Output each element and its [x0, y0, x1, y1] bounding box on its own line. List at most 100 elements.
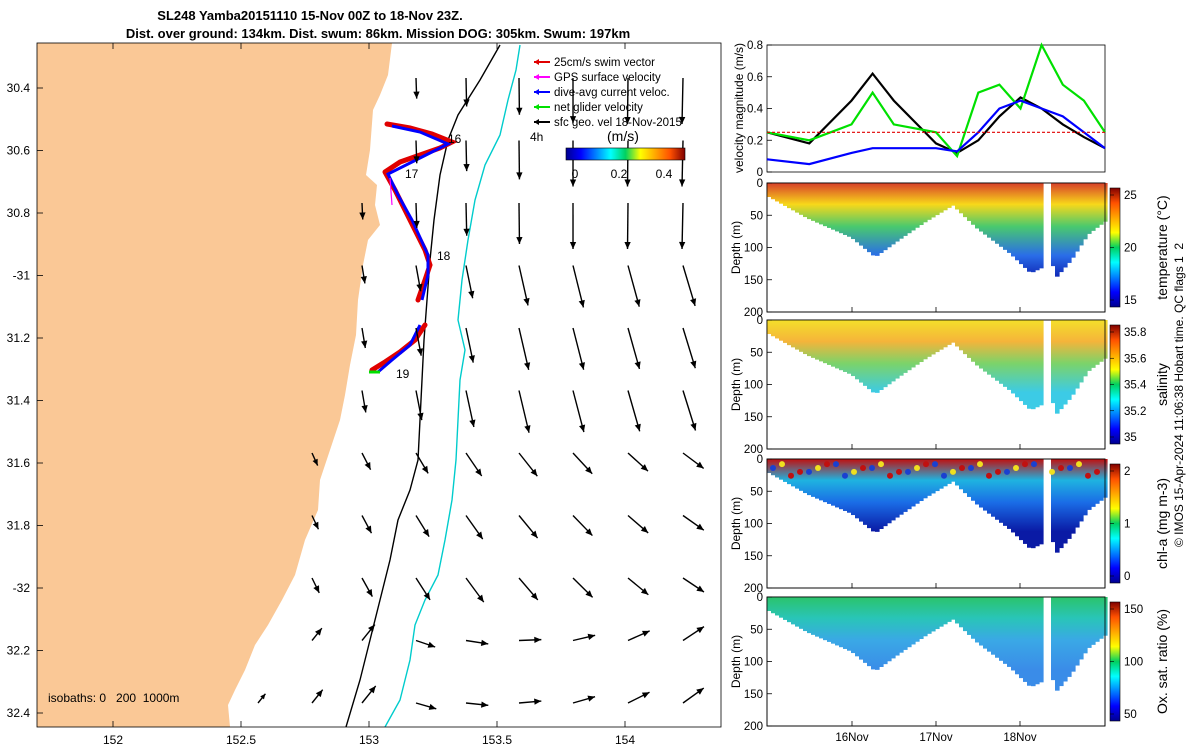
section-strip [855, 183, 860, 243]
geo-vector [361, 452, 372, 470]
geo-vector [572, 695, 596, 704]
section-strip [831, 183, 836, 230]
chl-sample [1058, 465, 1064, 472]
geo-vector [465, 515, 484, 540]
geo-vector [463, 202, 470, 236]
map-colorbar-title: (m/s) [607, 128, 639, 144]
depth-tick: 50 [750, 210, 763, 222]
depth-tick: 0 [757, 454, 763, 466]
velocity-ytick: 0 [757, 167, 763, 179]
section-strip [799, 597, 804, 629]
section-strip [835, 183, 840, 232]
geo-vector [415, 515, 430, 538]
geo-vector [682, 327, 697, 369]
section-strip [855, 320, 860, 380]
section-strip [1099, 320, 1104, 362]
velocity-lines [766, 42, 1106, 166]
velocity-series-line [766, 99, 1106, 166]
section-strip [1059, 320, 1064, 410]
section-strip [1063, 597, 1068, 682]
section-strip [995, 459, 1000, 520]
section-strip [843, 459, 848, 511]
section-strip [911, 597, 916, 645]
section-strip [975, 183, 980, 229]
depth-tick: 200 [744, 721, 763, 733]
section-strip [879, 183, 884, 253]
section-strip [1039, 597, 1044, 683]
section-strip [1031, 183, 1036, 273]
section-strip [1091, 597, 1096, 645]
section-strip [951, 183, 956, 206]
time-tick-16nov: 16Nov [835, 732, 868, 744]
section-strip [787, 459, 792, 485]
section-strip [979, 459, 984, 508]
depth-tick: 50 [750, 624, 763, 636]
copyright-text: © IMOS 15-Apr-2024 11:06:38 Hobart time.… [1172, 243, 1186, 547]
section-strip [899, 320, 904, 376]
section-strip [963, 459, 968, 494]
geo-vector [360, 265, 367, 284]
section-strip [883, 183, 888, 251]
geo-vector [361, 327, 368, 349]
lat-tick-label: 32.2 [7, 644, 31, 658]
section-strip [1075, 320, 1080, 389]
depth-tick: 0 [757, 592, 763, 604]
section-strip [1027, 320, 1032, 409]
chl-sample [779, 461, 785, 468]
section-strip [883, 459, 888, 527]
chl-sample [869, 465, 875, 472]
chl-sample [815, 465, 821, 472]
section-strip [1055, 597, 1060, 691]
chl-sample [905, 468, 911, 475]
velocity-series-line [766, 42, 1106, 159]
section-strip [1035, 459, 1040, 547]
section-strip [915, 320, 920, 365]
section-strip [1019, 320, 1024, 402]
lat-tick-label: 32.4 [7, 706, 31, 720]
geo-vector [463, 77, 470, 107]
section-strip [1063, 320, 1068, 405]
geo-vector [624, 202, 631, 249]
section-strip [855, 459, 860, 519]
section-strip [819, 597, 824, 639]
chl-sample [1067, 465, 1073, 472]
section-strip [987, 597, 992, 652]
geo-vector [682, 577, 705, 593]
section-strip [863, 320, 868, 386]
section-strip [875, 320, 880, 393]
section-strip [823, 320, 828, 364]
geo-vector [518, 577, 539, 601]
section-strip [967, 459, 972, 497]
section-strip [827, 459, 832, 504]
section-strip [1031, 459, 1036, 549]
section-strip [927, 459, 932, 496]
chl-sample [923, 461, 929, 468]
geo-vector [518, 452, 538, 477]
geo-vector [516, 140, 523, 180]
geo-vector [682, 626, 705, 642]
section-strip [1027, 597, 1032, 686]
section-strip [799, 183, 804, 215]
section-strip [815, 597, 820, 637]
section-strip [947, 320, 952, 345]
section-strip [983, 183, 988, 235]
section-strip [767, 183, 772, 198]
section-strip [871, 597, 876, 670]
section-strip [911, 459, 916, 507]
section-strip [839, 459, 844, 510]
map-cb-tick-2: 0.4 [656, 167, 673, 181]
lon-ticks: 152 152.5 153 153.5 154 [103, 43, 635, 747]
chl-sample [824, 461, 830, 468]
isobath-1000m [384, 44, 521, 727]
geo-vector [465, 390, 476, 428]
section-strip [807, 459, 812, 496]
section-strip [1011, 597, 1016, 671]
depth-tick: 150 [744, 551, 763, 563]
section-strip [879, 320, 884, 390]
section-strip [887, 183, 892, 248]
geo-vector [465, 639, 489, 646]
section-strip [939, 597, 944, 627]
legend-arrowhead [534, 119, 539, 125]
chl-sample [770, 465, 776, 472]
section-strip [811, 459, 816, 497]
